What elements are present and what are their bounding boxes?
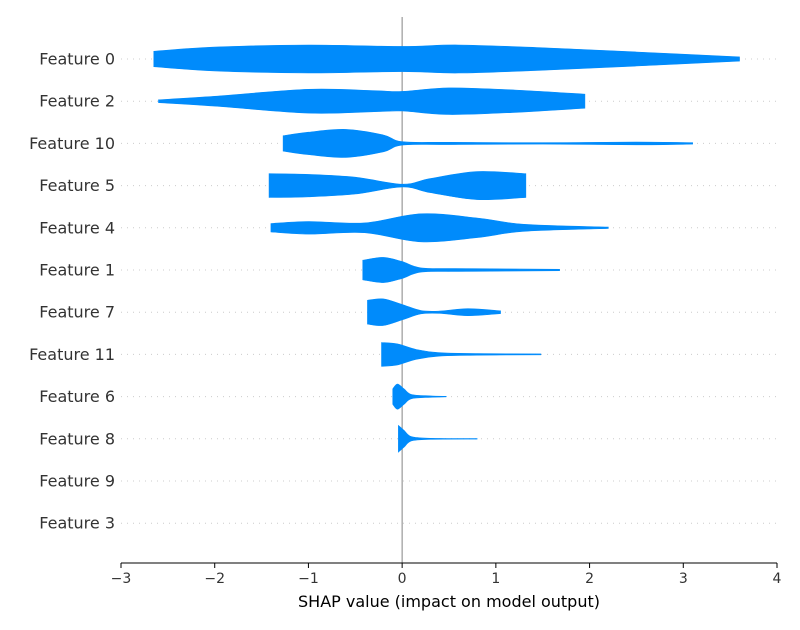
feature-label-feature-4: Feature 4: [39, 218, 115, 237]
feature-label-feature-0: Feature 0: [39, 50, 115, 69]
violin-feature-0: [153, 44, 740, 74]
violin-feature-2: [158, 87, 586, 115]
feature-labels: Feature 0 Feature 2 Feature 10 Feature 5 Fea…: [29, 50, 115, 533]
feature-label-feature-9: Feature 9: [39, 472, 115, 491]
feature-label-feature-6: Feature 6: [39, 387, 115, 406]
violin-feature-5: [268, 171, 527, 201]
violin-feature-10: [282, 129, 693, 158]
violin-feature-1: [362, 257, 560, 283]
feature-label-feature-5: Feature 5: [39, 176, 115, 195]
x-tick-label: 2: [585, 571, 594, 587]
x-tick-label: −1: [298, 571, 319, 587]
feature-label-feature-3: Feature 3: [39, 514, 115, 533]
violin-plots: [153, 44, 740, 453]
x-tick-label: −2: [204, 571, 225, 587]
x-axis: −3 −2 −1 0 1 2 3 4 SHAP value (impact on model …: [111, 562, 782, 611]
feature-label-feature-11: Feature 11: [29, 345, 115, 364]
x-axis-title: SHAP value (impact on model output): [298, 592, 600, 611]
row-grid-lines: [121, 58, 777, 524]
x-tick-label: 4: [773, 571, 782, 587]
x-tick-label: 0: [398, 571, 407, 587]
violin-feature-4: [270, 213, 609, 243]
feature-label-feature-10: Feature 10: [29, 134, 115, 153]
violin-feature-6: [392, 383, 447, 410]
feature-label-feature-1: Feature 1: [39, 261, 115, 280]
x-tick-label: 1: [491, 571, 500, 587]
feature-label-feature-8: Feature 8: [39, 429, 115, 448]
x-axis-ticks: −3 −2 −1 0 1 2 3 4: [111, 563, 782, 587]
violin-feature-7: [367, 298, 501, 326]
feature-label-feature-7: Feature 7: [39, 303, 115, 322]
violin-feature-11: [381, 342, 542, 367]
x-tick-label: −3: [111, 571, 132, 587]
feature-label-feature-2: Feature 2: [39, 92, 115, 111]
x-tick-label: 3: [679, 571, 688, 587]
violin-feature-8: [398, 424, 478, 453]
